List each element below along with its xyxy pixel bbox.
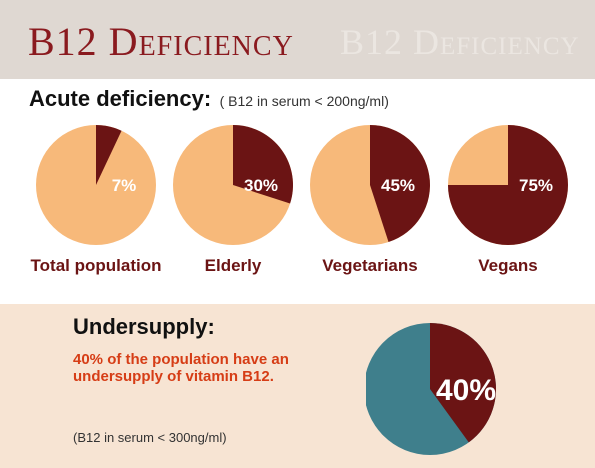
pie-undersupply-deficient-slice	[430, 323, 497, 443]
pie-total-population-value-label: 7%	[112, 176, 137, 195]
acute-threshold: ( B12 in serum < 200ng/ml)	[219, 93, 389, 109]
pie-undersupply-value-label: 40%	[436, 374, 496, 407]
header-band	[0, 0, 595, 79]
undersupply-threshold: (B12 in serum < 300ng/ml)	[73, 430, 227, 445]
undersupply-heading: Undersupply:	[73, 314, 215, 339]
pie-elderly-category-label: Elderly	[204, 256, 262, 275]
pie-total-population-category-label: Total population	[30, 256, 162, 275]
pie-vegans-deficient-slice	[448, 125, 568, 245]
pie-vegans-value-label: 75%	[519, 176, 553, 195]
pie-vegetarians-deficient-slice	[370, 125, 430, 243]
acute-pie-charts: 7% 30% 45% 75%	[36, 125, 568, 245]
acute-heading: Acute deficiency: ( B12 in serum < 200ng…	[29, 86, 389, 115]
pie-elderly-deficient-slice	[233, 125, 293, 204]
pie-vegetarians-value-label: 45%	[381, 176, 415, 195]
title-shadow: B12 Deficiency	[340, 22, 580, 62]
undersupply-pie-chart: 40%	[366, 323, 497, 455]
undersupply-description: 40% of the population have an undersuppl…	[73, 351, 289, 385]
pie-vegans-category-label: Vegans	[478, 256, 538, 275]
pie-elderly-value-label: 30%	[244, 176, 278, 195]
pie-vegetarians-category-label: Vegetarians	[322, 256, 418, 275]
page-title: B12 Deficiency	[28, 19, 294, 64]
acute-heading-label: Acute deficiency:	[29, 86, 212, 111]
pie-total-population-deficient-slice	[96, 125, 122, 185]
